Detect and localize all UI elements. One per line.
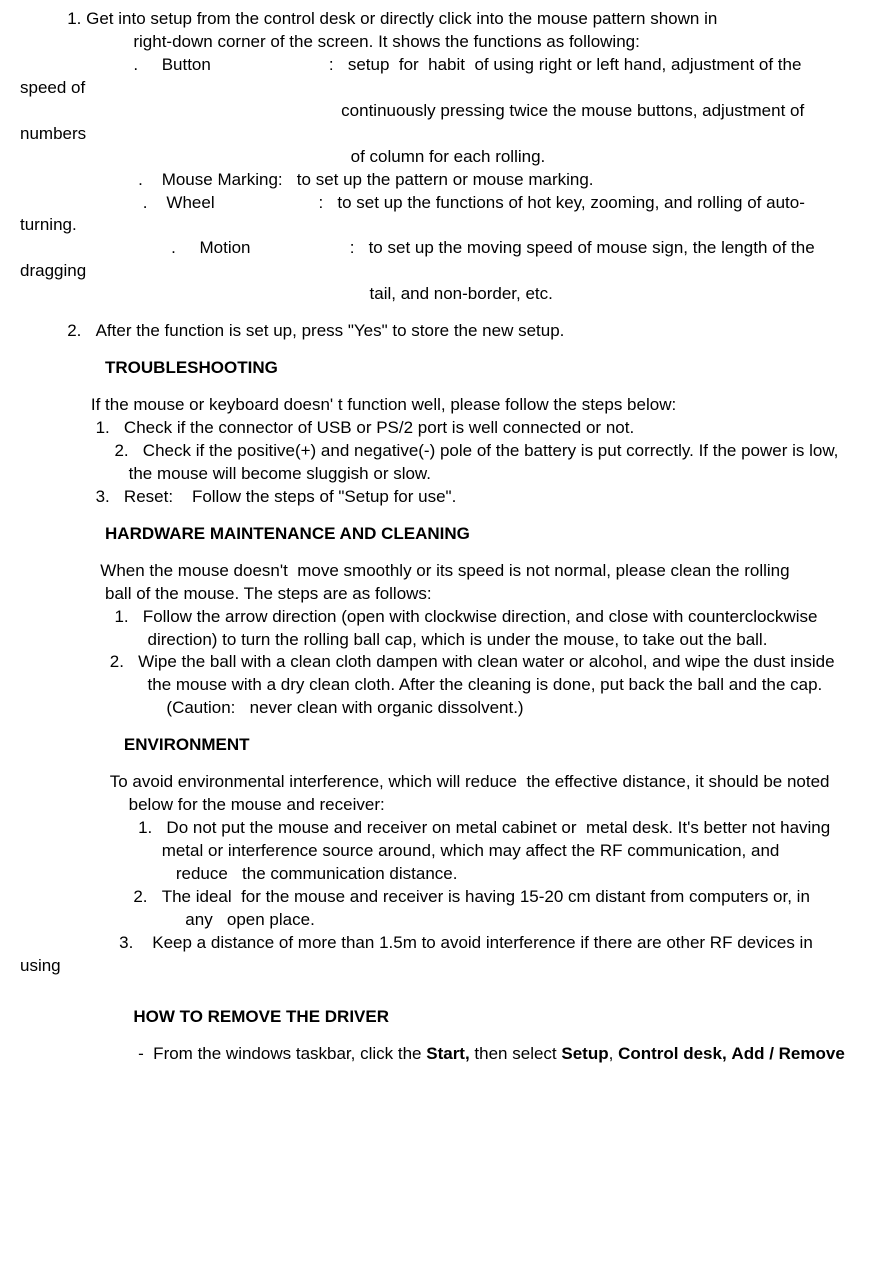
body-text-line: 1. Check if the connector of USB or PS/2… bbox=[20, 417, 852, 440]
body-text-line: below for the mouse and receiver: bbox=[20, 794, 852, 817]
section-heading: TROUBLESHOOTING bbox=[20, 357, 852, 380]
body-text-line: If the mouse or keyboard doesn' t functi… bbox=[20, 394, 852, 417]
body-text-line: 2. The ideal for the mouse and receiver … bbox=[20, 886, 852, 909]
section-heading: HOW TO REMOVE THE DRIVER bbox=[20, 1006, 852, 1029]
body-text-line: continuously pressing twice the mouse bu… bbox=[20, 100, 852, 146]
section-heading: HARDWARE MAINTENANCE AND CLEANING bbox=[20, 523, 852, 546]
body-text-line: 1. Get into setup from the control desk … bbox=[20, 8, 852, 31]
bold-setup: Setup bbox=[561, 1044, 608, 1063]
body-text-line: 1. Do not put the mouse and receiver on … bbox=[20, 817, 852, 840]
text-fragment: - From the windows taskbar, click the bbox=[20, 1044, 426, 1063]
body-text-line: . Wheel : to set up the functions of hot… bbox=[20, 192, 852, 238]
body-text-line: . Motion : to set up the moving speed of… bbox=[20, 237, 852, 283]
remove-driver-line: - From the windows taskbar, click the St… bbox=[20, 1043, 852, 1066]
spacer bbox=[20, 992, 852, 1006]
body-text-line: When the mouse doesn't move smoothly or … bbox=[20, 560, 852, 583]
body-text-line: reduce the communication distance. bbox=[20, 863, 852, 886]
bold-control-desk: Control desk, bbox=[618, 1044, 727, 1063]
spacer bbox=[20, 546, 852, 560]
spacer bbox=[20, 1029, 852, 1043]
body-text-line: of column for each rolling. bbox=[20, 146, 852, 169]
body-text-container: 1. Get into setup from the control desk … bbox=[20, 8, 852, 1043]
spacer bbox=[20, 343, 852, 357]
body-text-line: any open place. bbox=[20, 909, 852, 932]
body-text-line: (Caution: never clean with organic disso… bbox=[20, 697, 852, 720]
body-text-line: the mouse will become sluggish or slow. bbox=[20, 463, 852, 486]
bold-start: Start, bbox=[426, 1044, 469, 1063]
body-text-line: 1. Follow the arrow direction (open with… bbox=[20, 606, 852, 629]
body-text-line: ball of the mouse. The steps are as foll… bbox=[20, 583, 852, 606]
body-text-line: To avoid environmental interference, whi… bbox=[20, 771, 852, 794]
body-text-line: . Mouse Marking: to set up the pattern o… bbox=[20, 169, 852, 192]
body-text-line: 3. Reset: Follow the steps of "Setup for… bbox=[20, 486, 852, 509]
body-text-line: direction) to turn the rolling ball cap,… bbox=[20, 629, 852, 652]
spacer bbox=[20, 306, 852, 320]
body-text-line: tail, and non-border, etc. bbox=[20, 283, 852, 306]
body-text-line: right-down corner of the screen. It show… bbox=[20, 31, 852, 54]
document-page: 1. Get into setup from the control desk … bbox=[0, 0, 872, 1096]
text-fragment: , bbox=[609, 1044, 618, 1063]
body-text-line: the mouse with a dry clean cloth. After … bbox=[20, 674, 852, 697]
body-text-line: 2. Wipe the ball with a clean cloth damp… bbox=[20, 651, 852, 674]
bold-add-remove: Add / Remove bbox=[731, 1044, 844, 1063]
section-heading: ENVIRONMENT bbox=[20, 734, 852, 757]
spacer bbox=[20, 757, 852, 771]
body-text-line: 2. After the function is set up, press "… bbox=[20, 320, 852, 343]
body-text-line: . Button : setup for habit of using righ… bbox=[20, 54, 852, 100]
text-fragment: then select bbox=[470, 1044, 562, 1063]
spacer bbox=[20, 380, 852, 394]
spacer bbox=[20, 509, 852, 523]
body-text-line: 2. Check if the positive(+) and negative… bbox=[20, 440, 852, 463]
spacer bbox=[20, 978, 852, 992]
body-text-line: 3. Keep a distance of more than 1.5m to … bbox=[20, 932, 852, 978]
spacer bbox=[20, 720, 852, 734]
body-text-line: metal or interference source around, whi… bbox=[20, 840, 852, 863]
